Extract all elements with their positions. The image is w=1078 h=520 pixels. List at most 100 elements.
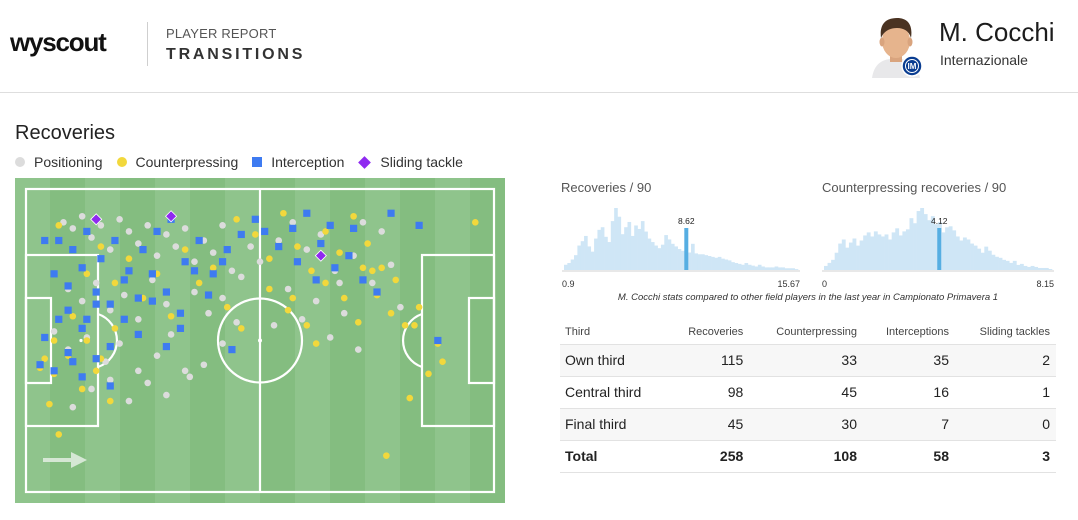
point-interception [148, 297, 156, 305]
histogram-bar [1034, 266, 1039, 270]
histogram-bar [930, 216, 935, 270]
wyscout-logo: wyscout [10, 27, 107, 57]
point-interception [120, 315, 128, 323]
table-total-row: Total 258 108 58 3 [560, 439, 1056, 473]
point-counterpressing [252, 231, 259, 238]
table-cell: 45 [667, 407, 750, 440]
point-interception [218, 258, 227, 266]
right-goal-area [467, 296, 496, 385]
histogram-bar [934, 224, 939, 270]
point-counterpressing [233, 216, 240, 223]
report-header: wyscout PLAYER REPORT TRANSITIONS IM M. … [0, 0, 1078, 93]
point-counterpressing [223, 303, 231, 311]
point-interception [106, 300, 114, 308]
point-counterpressing [308, 267, 315, 275]
point-interception [415, 221, 423, 229]
point-sliding-tackle [90, 213, 103, 226]
histogram-bar [987, 250, 992, 270]
pitch-stripe [225, 178, 261, 503]
point-counterpressing [303, 322, 311, 329]
point-interception [50, 367, 58, 375]
point-counterpressing [280, 209, 287, 217]
point-interception [289, 224, 297, 232]
point-interception [78, 373, 86, 381]
histogram-bar [1027, 266, 1031, 270]
histogram-bar [955, 236, 960, 270]
point-interception [237, 230, 245, 239]
point-positioning [317, 231, 325, 238]
histogram-bar [848, 242, 853, 270]
table-cell: Final third [560, 407, 668, 440]
point-positioning [69, 403, 77, 411]
histogram-recoveries: 8.62 0.9 15.67 [562, 208, 800, 289]
histogram-bar [948, 226, 953, 270]
histogram-bar [1012, 260, 1017, 270]
pitch-stripe [155, 178, 191, 503]
point-interception [83, 227, 91, 236]
table-cell: 1 [954, 375, 1056, 408]
point-interception [64, 282, 72, 290]
table-cell: 2 [954, 343, 1056, 376]
point-counterpressing [83, 337, 91, 344]
center-circle [216, 297, 304, 384]
point-positioning [116, 216, 123, 223]
point-interception [36, 361, 44, 369]
point-counterpressing [181, 246, 189, 253]
histogram-bar [721, 258, 725, 270]
histogram-bar [747, 264, 752, 270]
histogram-bar [584, 235, 588, 270]
point-positioning [135, 240, 142, 247]
player-team: Internazionale [940, 52, 1028, 68]
point-interception [162, 342, 170, 351]
histogram-bar [1041, 267, 1046, 270]
point-sliding-tackle [314, 249, 327, 262]
histogram-bar [913, 223, 917, 270]
point-positioning [50, 328, 58, 335]
legend-marker-square [252, 157, 263, 167]
point-interception [387, 209, 395, 217]
histogram-bar [998, 257, 1003, 270]
histogram-bar [687, 252, 692, 270]
histogram-bar [838, 243, 843, 270]
point-positioning [256, 258, 264, 266]
pitch-stripe [85, 178, 121, 503]
point-positioning [102, 358, 109, 366]
histogram-bar [634, 225, 638, 270]
point-interception [134, 330, 142, 339]
histogram-bar [767, 267, 772, 270]
histogram-bar [610, 221, 615, 270]
histogram-bar [620, 234, 625, 270]
point-positioning [120, 291, 128, 299]
point-counterpressing [411, 322, 418, 329]
point-interception [64, 349, 72, 357]
histogram-bar [600, 227, 605, 270]
histogram-bar [787, 268, 792, 270]
histogram-bar [827, 262, 832, 270]
histogram-bar [1002, 259, 1006, 270]
legend-label: Sliding tackle [380, 154, 463, 170]
pitch-stripe [295, 178, 331, 503]
histogram-bar [681, 250, 685, 270]
histogram-bar [711, 256, 715, 270]
recoveries-by-third-table: Third Recoveries Counterpressing Interce… [560, 320, 1056, 473]
histogram-bar [945, 227, 949, 270]
histogram-bar [590, 251, 595, 270]
point-counterpressing [92, 367, 100, 375]
point-interception [69, 358, 77, 366]
histogram-bar [674, 246, 678, 270]
table-cell: 115 [667, 343, 750, 376]
point-positioning [359, 219, 367, 226]
legend-marker-circle [116, 157, 127, 167]
center-spot [258, 338, 262, 343]
pitch-stripe [470, 178, 505, 503]
point-interception [190, 267, 199, 275]
point-positioning [135, 315, 142, 323]
point-interception [92, 355, 100, 363]
histogram-highlight-label: 8.62 [678, 216, 695, 226]
histogram-bar [667, 239, 672, 270]
point-interception [83, 315, 91, 323]
point-counterpressing [383, 452, 390, 459]
histogram-bar [877, 234, 882, 270]
histogram-bar [884, 234, 889, 270]
point-interception [41, 333, 49, 342]
